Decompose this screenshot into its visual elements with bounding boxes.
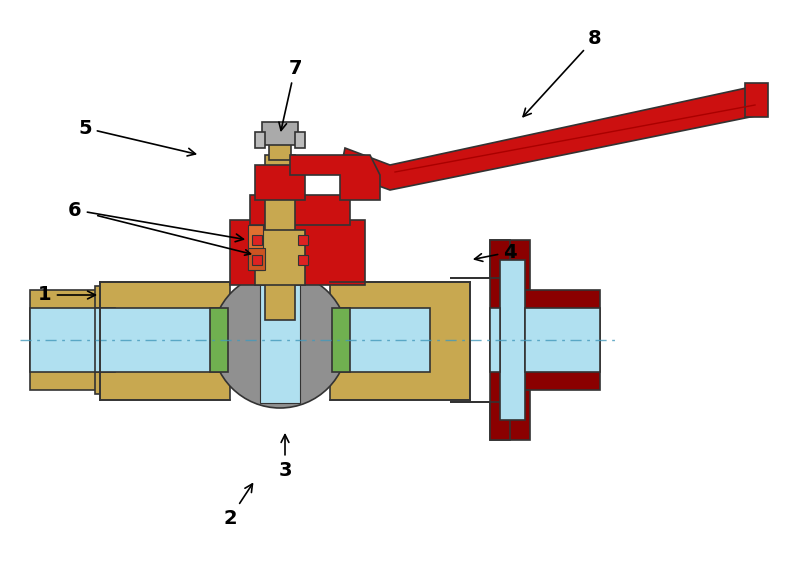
Circle shape <box>212 272 348 408</box>
Polygon shape <box>30 308 100 372</box>
Polygon shape <box>30 290 100 390</box>
Polygon shape <box>525 290 600 390</box>
Polygon shape <box>290 155 380 200</box>
Polygon shape <box>100 308 220 372</box>
Polygon shape <box>95 308 115 372</box>
Text: 3: 3 <box>278 435 292 479</box>
Polygon shape <box>330 282 470 400</box>
Polygon shape <box>210 308 228 372</box>
Polygon shape <box>260 277 300 403</box>
Text: 2: 2 <box>223 484 253 527</box>
Text: 4: 4 <box>474 243 517 261</box>
Polygon shape <box>340 308 430 372</box>
Polygon shape <box>490 308 500 372</box>
Polygon shape <box>248 225 263 270</box>
Text: 5: 5 <box>78 118 195 156</box>
Polygon shape <box>100 282 230 400</box>
Polygon shape <box>230 220 365 285</box>
Polygon shape <box>525 308 600 372</box>
Polygon shape <box>298 235 308 245</box>
Polygon shape <box>95 286 115 394</box>
Polygon shape <box>745 83 768 117</box>
Text: 8: 8 <box>523 29 602 117</box>
Text: 1: 1 <box>38 285 95 304</box>
Polygon shape <box>262 122 298 145</box>
Polygon shape <box>450 240 510 278</box>
Polygon shape <box>295 132 305 148</box>
Polygon shape <box>298 255 308 265</box>
Polygon shape <box>248 248 265 270</box>
Polygon shape <box>490 240 530 440</box>
Polygon shape <box>450 402 510 440</box>
Polygon shape <box>255 165 305 200</box>
Text: 6: 6 <box>68 201 243 242</box>
Polygon shape <box>252 255 262 265</box>
Text: 7: 7 <box>279 58 302 130</box>
Polygon shape <box>340 85 760 190</box>
Polygon shape <box>332 308 350 372</box>
Polygon shape <box>255 230 305 285</box>
Polygon shape <box>255 132 265 148</box>
Polygon shape <box>265 155 295 320</box>
Polygon shape <box>252 235 262 245</box>
Polygon shape <box>250 195 350 225</box>
Polygon shape <box>269 130 291 160</box>
Polygon shape <box>500 260 525 420</box>
